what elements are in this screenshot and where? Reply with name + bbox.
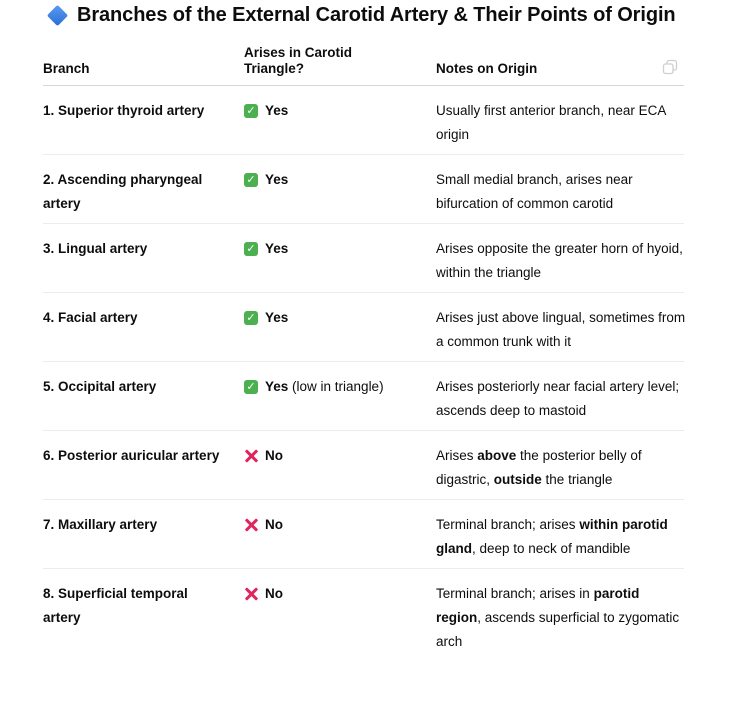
check-mark-icon: ✓ [244,242,258,256]
page-title: Branches of the External Carotid Artery … [77,3,676,26]
cross-mark-icon [244,449,258,463]
notes-text: Terminal branch; arises in [436,586,594,601]
arises-text: No [265,513,283,537]
column-header-arises-line2: Triangle? [244,61,305,76]
notes-cell: Arises above the posterior belly of diga… [436,444,688,492]
column-header-arises-line1: Arises in Carotid [244,45,353,60]
arises-text: Yes [265,237,288,261]
check-mark-icon: ✓ [244,173,258,187]
arises-cell: No [244,444,424,468]
table-row: 4. Facial artery ✓ Yes Arises just above li… [43,292,685,362]
arises-cell: ✓ Yes [244,306,424,330]
notes-cell: Terminal branch; arises in parotid regio… [436,582,688,654]
table-row: 1. Superior thyroid artery ✓ Yes Usually fi… [43,85,684,155]
arises-text: Yes [265,99,288,123]
notes-cell: Arises posteriorly near facial artery le… [436,375,688,423]
notes-text: the triangle [541,472,613,487]
notes-text: Arises just above lingual, sometimes fro… [436,310,686,349]
table-row: 7. Maxillary artery No Terminal branch; ar… [43,499,684,569]
notes-text: , deep to neck of mandible [472,541,631,556]
arises-text: No [265,582,283,606]
notes-text: Arises posteriorly near facial artery le… [436,379,680,418]
arises-answer: No [265,448,283,463]
arises-cell: No [244,513,424,537]
arises-cell: ✓ Yes [244,168,424,192]
table-row: 2. Ascending pharyngeal artery ✓ Yes Small … [43,154,684,224]
notes-emphasis: parotid region [436,586,640,625]
notes-emphasis: above [477,448,517,463]
cross-mark-icon [244,587,258,601]
notes-text: , ascends superficial to zygomatic arch [436,610,680,649]
table-row: 5. Occipital artery ✓ Yes (low in triangle… [43,361,684,431]
check-mark-icon: ✓ [244,311,258,325]
notes-emphasis: within parotid gland [436,517,668,556]
branch-cell: 6. Posterior auricular artery [43,448,220,463]
arises-answer: Yes [265,310,289,325]
notes-cell: Arises just above lingual, sometimes fro… [436,306,688,354]
notes-text: Terminal branch; arises [436,517,580,532]
arises-cell: ✓ Yes (low in triangle) [244,375,424,399]
arises-cell: ✓ Yes [244,237,424,261]
branch-cell: 3. Lingual artery [43,241,148,256]
column-header-branch: Branch [43,61,90,76]
notes-cell: Usually first anterior branch, near ECA … [436,99,688,147]
arises-answer: Yes [265,103,289,118]
table-row: 8. Superficial temporal artery No Terminal… [43,568,684,661]
notes-cell: Arises opposite the greater horn of hyoi… [436,237,688,285]
copy-icon[interactable] [662,59,678,75]
arises-text: Yes [265,168,288,192]
notes-text: Arises opposite the greater horn of hyoi… [436,241,683,280]
branch-cell: 8. Superficial temporal artery [43,586,188,625]
arises-answer: Yes [265,379,289,394]
branch-cell: 4. Facial artery [43,310,138,325]
page-title-container: Branches of the External Carotid Artery … [46,2,676,28]
check-mark-icon: ✓ [244,380,258,394]
arises-answer: No [265,586,283,601]
notes-text: Usually first anterior branch, near ECA … [436,103,666,142]
table-row: 6. Posterior auricular artery No Arises ab… [43,430,684,500]
notes-cell: Terminal branch; arises within parotid g… [436,513,688,561]
notes-cell: Small medial branch, arises near bifurca… [436,168,688,216]
arises-text: Yes (low in triangle) [265,375,384,399]
arises-text: Yes [265,306,288,330]
arises-cell: No [244,582,424,606]
notes-text: the posterior belly of digastric, [436,448,642,487]
notes-text: Small medial branch, arises near bifurca… [436,172,633,211]
arises-answer: Yes [265,241,289,256]
arises-qualifier: (low in triangle) [288,379,384,394]
column-header-notes: Notes on Origin [436,61,538,76]
arises-cell: ✓ Yes [244,99,424,123]
table-header: Branch Arises in Carotid Triangle? Notes… [43,43,684,86]
arises-answer: No [265,517,283,532]
branch-cell: 7. Maxillary artery [43,517,158,532]
column-header-arises: Arises in Carotid Triangle? [244,45,352,77]
branch-cell: 1. Superior thyroid artery [43,103,205,118]
arises-text: No [265,444,283,468]
check-mark-icon: ✓ [244,104,258,118]
branch-cell: 5. Occipital artery [43,379,157,394]
notes-text: Arises [436,448,478,463]
table-row: 3. Lingual artery ✓ Yes Arises opposite the… [43,223,684,293]
notes-emphasis: outside [493,472,542,487]
cross-mark-icon [244,518,258,532]
arises-answer: Yes [265,172,289,187]
blue-diamond-icon [46,4,69,26]
branch-cell: 2. Ascending pharyngeal artery [43,172,203,211]
